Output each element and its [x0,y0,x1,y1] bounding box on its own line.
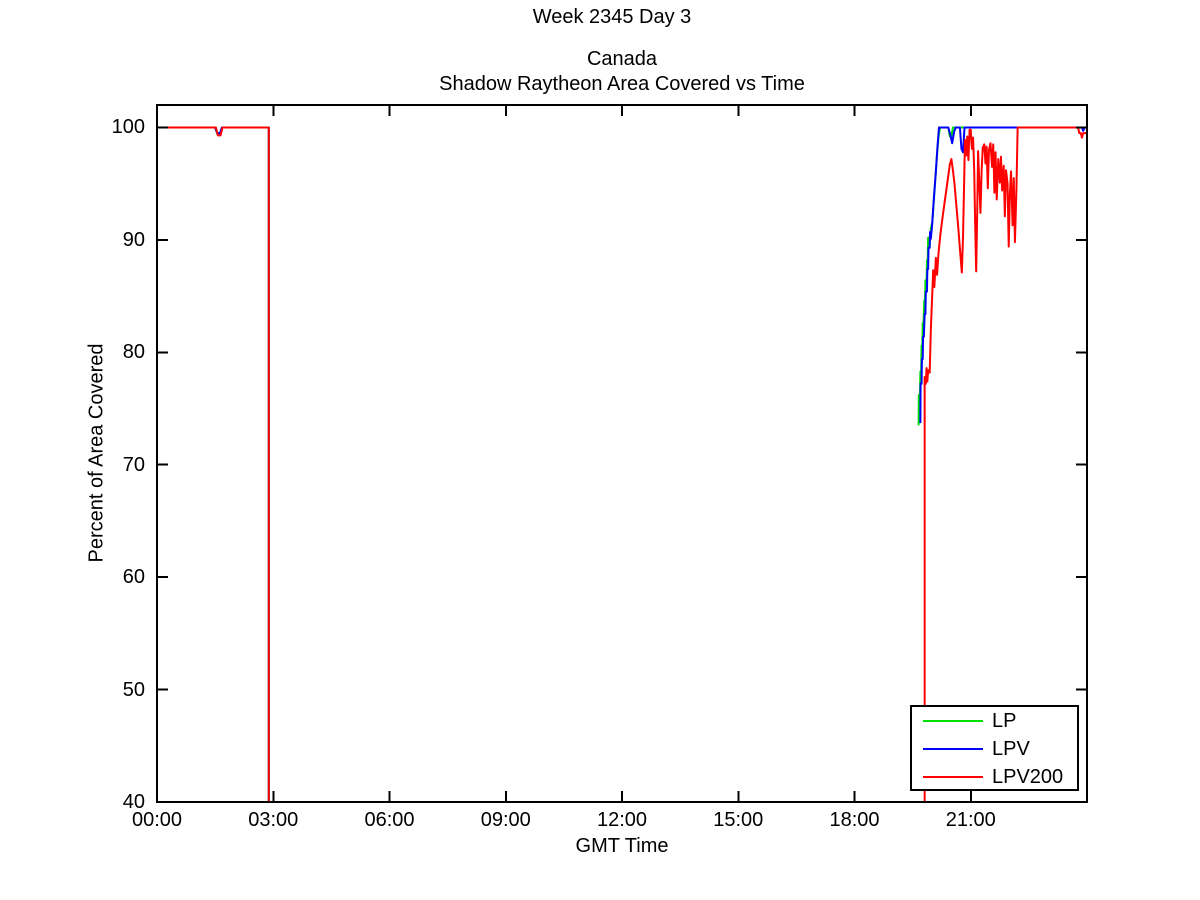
legend-row: LP [912,707,1077,735]
x-tick-label: 00:00 [131,809,183,831]
legend-line-sample [923,720,983,722]
x-tick-label: 03:00 [248,809,299,831]
y-tick-label: 70 [122,453,145,476]
series-line-LP [158,126,270,801]
x-axis-label: GMT Time [575,835,669,857]
x-tick-label: 21:00 [945,809,996,831]
x-tick-label: 12:00 [596,809,648,831]
legend-row: LPV [912,735,1077,763]
y-tick-label: 60 [122,566,145,589]
series-line-LPV [158,126,270,801]
y-tick-label: 90 [122,228,145,251]
legend: LP LPV LPV200 [910,705,1079,791]
x-tick-label: 09:00 [480,809,531,831]
series-line-LPV200 [158,126,270,801]
chart-title-line-1: Canada [586,48,658,70]
legend-row: LPV200 [912,763,1077,791]
x-tick-label: 15:00 [713,809,764,831]
series-line-LPV200 [923,126,1086,801]
y-tick-label: 40 [122,791,145,813]
chart-title-line-2: Shadow Raytheon Area Covered vs Time [439,73,805,95]
legend-label: LPV200 [992,766,1064,788]
legend-line-sample [923,776,983,778]
y-tick-label: 80 [122,341,145,364]
y-tick-label: 50 [122,678,145,701]
series-line-LPV [919,126,1086,424]
legend-line-sample [923,748,983,750]
x-tick-label: 06:00 [364,809,415,831]
y-tick-label: 100 [111,116,145,139]
legend-label: LPV [992,738,1030,760]
figure-title: Week 2345 Day 3 [532,6,692,28]
x-tick-label: 18:00 [829,809,880,831]
legend-label: LP [992,710,1017,732]
